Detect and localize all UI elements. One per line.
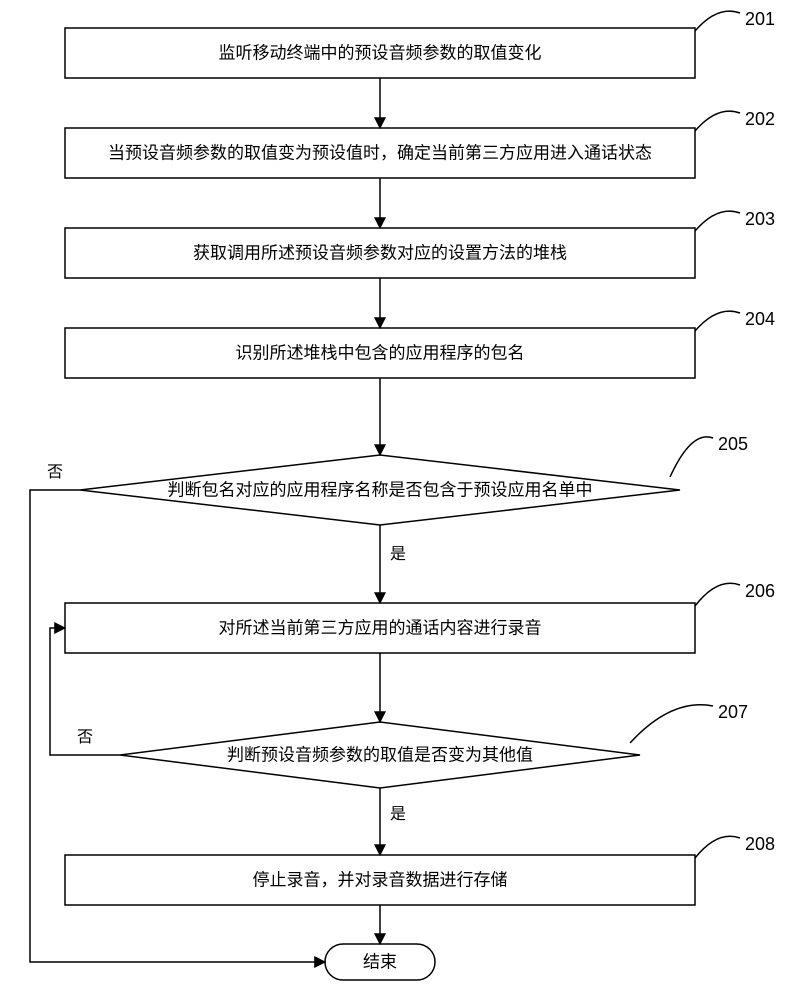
leader-line [695,836,740,858]
edge-label: 是 [390,806,406,823]
terminator-text: 结束 [363,952,397,971]
leader-line [695,311,740,331]
process-text: 监听移动终端中的预设音频参数的取值变化 [219,43,542,62]
leader-line [695,583,740,606]
step-number: 203 [745,209,775,229]
edge-label: 是 [390,546,406,563]
edge-label: 否 [47,464,63,481]
step-number: 206 [745,581,775,601]
step-number: 204 [745,309,775,329]
step-number: 205 [718,434,748,454]
leader-line [630,705,713,743]
edge-label: 否 [77,729,93,746]
step-number: 201 [745,9,775,29]
leader-line [695,11,740,31]
leader-line [695,111,740,131]
flow-edge [30,490,325,962]
process-text: 对所述当前第三方应用的通话内容进行录音 [219,618,542,637]
process-text: 识别所述堆栈中包含的应用程序的包名 [236,343,525,362]
process-text: 当预设音频参数的取值变为预设值时，确定当前第三方应用进入通话状态 [108,143,652,162]
leader-line [695,211,740,231]
process-text: 获取调用所述预设音频参数对应的设置方法的堆栈 [193,243,567,262]
decision-text: 判断包名对应的应用程序名称是否包含于预设应用名单中 [168,480,593,499]
process-text: 停止录音，并对录音数据进行存储 [253,870,508,889]
step-number: 208 [745,834,775,854]
decision-text: 判断预设音频参数的取值是否变为其他值 [227,745,533,764]
step-number: 202 [745,109,775,129]
leader-line [670,437,713,477]
step-number: 207 [718,702,748,722]
